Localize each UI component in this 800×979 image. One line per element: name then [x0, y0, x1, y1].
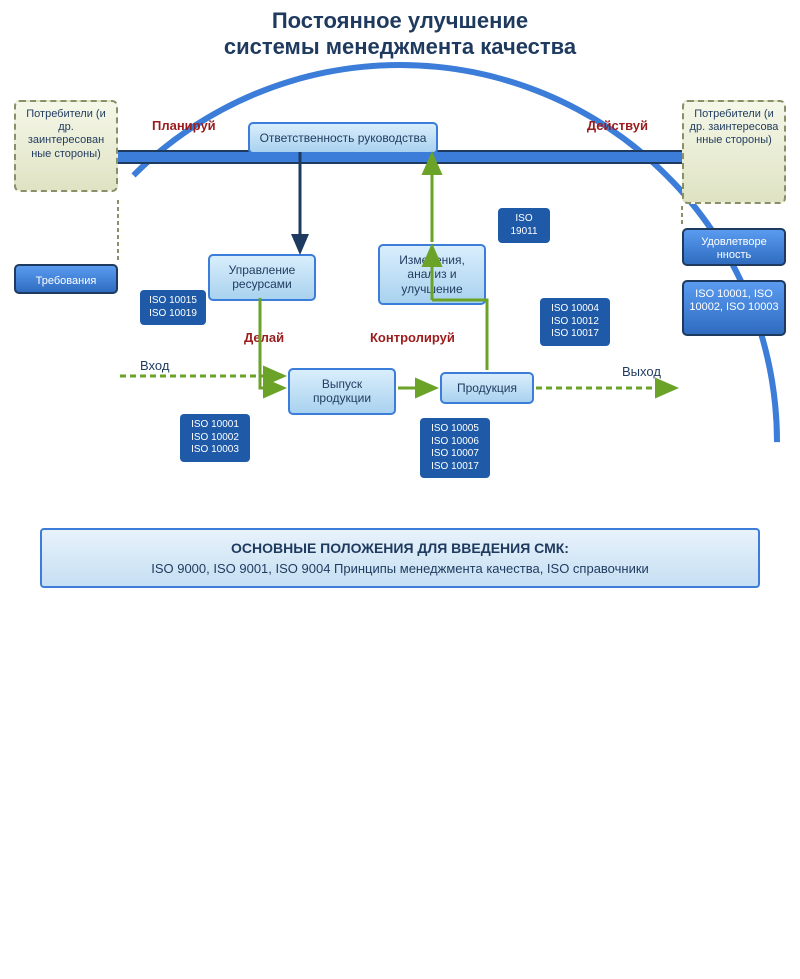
- page-title-2: системы менеджмента качества: [0, 34, 800, 60]
- pdca-do: Делай: [244, 330, 284, 345]
- page-title-1: Постоянное улучшение: [0, 8, 800, 34]
- node-production: Выпуск продукции: [288, 368, 396, 415]
- iso-19011: ISO 19011: [498, 208, 550, 243]
- pdca-check: Контролируй: [370, 330, 455, 345]
- pdca-plan: Планируй: [152, 118, 216, 133]
- consumers-left-panel: Потребители (и др. заинтересован ные сто…: [14, 100, 118, 192]
- iso-bottom-mid: ISO 10005 ISO 10006 ISO 10007 ISO 10017: [420, 418, 490, 478]
- footer-box: ОСНОВНЫЕ ПОЛОЖЕНИЯ ДЛЯ ВВЕДЕНИЯ СМК: ISO…: [40, 528, 760, 589]
- iso-right-panel: ISO 10001, ISO 10002, ISO 10003: [682, 280, 786, 336]
- requirements-tag: Требования: [14, 264, 118, 294]
- node-product: Продукция: [440, 372, 534, 404]
- iso-right-mid: ISO 10004 ISO 10012 ISO 10017: [540, 298, 610, 346]
- output-label: Выход: [622, 364, 661, 379]
- pdca-act: Действуй: [587, 118, 648, 133]
- node-resources: Управление ресурсами: [208, 254, 316, 301]
- input-label: Вход: [140, 358, 169, 373]
- iso-bottom-left: ISO 10001 ISO 10002 ISO 10003: [180, 414, 250, 462]
- node-responsibility: Ответственность руководства: [248, 122, 438, 154]
- iso-left-small: ISO 10015 ISO 10019: [140, 290, 206, 325]
- node-measure: Измерения, анализ и улучшение: [378, 244, 486, 305]
- satisfaction-tag: Удовлетворе нность: [682, 228, 786, 266]
- footer-body: ISO 9000, ISO 9001, ISO 9004 Принципы ме…: [48, 559, 752, 579]
- footer-title: ОСНОВНЫЕ ПОЛОЖЕНИЯ ДЛЯ ВВЕДЕНИЯ СМК:: [48, 538, 752, 559]
- consumers-right-panel: Потребители (и др. заинтересова нные сто…: [682, 100, 786, 204]
